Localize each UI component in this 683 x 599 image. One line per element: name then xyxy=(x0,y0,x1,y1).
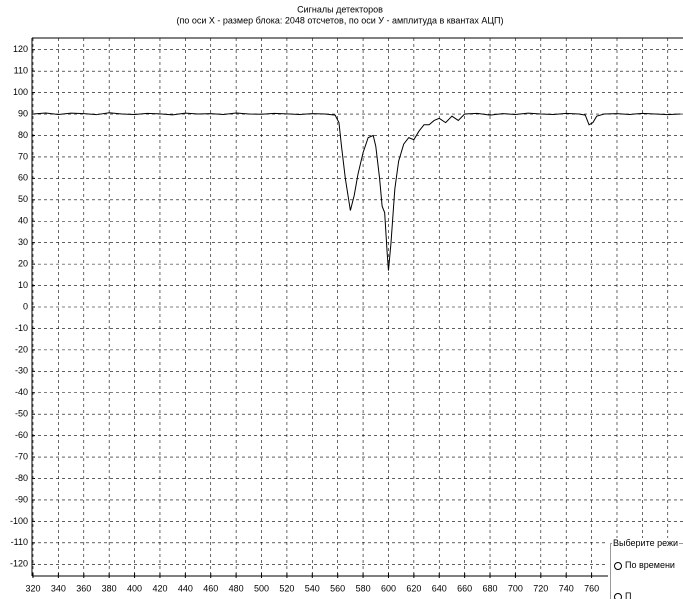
x-tick-label: 720 xyxy=(533,583,548,593)
x-tick-label: 420 xyxy=(152,583,167,593)
y-tick-label: -80 xyxy=(15,473,28,483)
y-tick-label: -100 xyxy=(10,516,28,526)
x-tick-label: 460 xyxy=(203,583,218,593)
y-tick-label: -60 xyxy=(15,430,28,440)
radio-label[interactable]: По времени xyxy=(625,560,675,570)
y-tick-label: 0 xyxy=(23,301,28,311)
x-tick-label: 760 xyxy=(584,583,599,593)
chart-subtitle: (по оси X - размер блока: 2048 отсчетов,… xyxy=(176,15,503,25)
y-tick-label: 60 xyxy=(18,173,28,183)
y-tick-label: -10 xyxy=(15,323,28,333)
x-tick-label: 640 xyxy=(432,583,447,593)
mode-panel: Выберите режи По времени П xyxy=(608,538,683,599)
signal-line xyxy=(32,112,681,271)
x-tick-label: 540 xyxy=(305,583,320,593)
radio-label[interactable]: П xyxy=(625,591,632,599)
x-tick-label: 320 xyxy=(25,583,40,593)
y-tick-label: -110 xyxy=(11,537,28,547)
y-tick-label: 40 xyxy=(18,216,28,226)
x-tick-label: 500 xyxy=(254,583,269,593)
y-tick-label: -40 xyxy=(15,387,28,397)
y-tick-label: 30 xyxy=(18,237,28,247)
x-tick-label: 660 xyxy=(457,583,472,593)
chart-title: Сигналы детекторов xyxy=(297,4,383,14)
y-tick-label: 90 xyxy=(18,108,28,118)
x-tick-label: 360 xyxy=(76,583,91,593)
x-tick-label: 340 xyxy=(51,583,66,593)
y-tick-label: 120 xyxy=(13,44,28,54)
y-tick-label: 20 xyxy=(18,258,28,268)
y-tick-label: -90 xyxy=(15,494,28,504)
group-title: Выберите режи xyxy=(612,538,680,548)
x-tick-label: 700 xyxy=(508,583,523,593)
radio-option[interactable]: П xyxy=(614,591,631,599)
x-tick-label: 620 xyxy=(406,583,421,593)
radio-option[interactable]: По времени xyxy=(614,560,675,570)
x-tick-label: 680 xyxy=(483,583,498,593)
y-tick-label: 50 xyxy=(18,194,28,204)
x-tick-label: 480 xyxy=(229,583,244,593)
y-tick-label: 10 xyxy=(18,280,28,290)
y-tick-label: 70 xyxy=(18,151,28,161)
y-tick-label: -120 xyxy=(10,559,28,569)
x-tick-label: 380 xyxy=(102,583,117,593)
x-tick-label: 580 xyxy=(356,583,371,593)
y-tick-label: -70 xyxy=(15,451,28,461)
y-tick-label: -20 xyxy=(15,344,28,354)
x-tick-label: 520 xyxy=(279,583,294,593)
y-tick-label: 80 xyxy=(18,130,28,140)
y-tick-label: -30 xyxy=(15,366,28,376)
x-tick-label: 400 xyxy=(127,583,142,593)
y-tick-label: -50 xyxy=(15,409,28,419)
y-tick-label: 100 xyxy=(13,87,28,97)
x-tick-label: 740 xyxy=(559,583,574,593)
x-tick-label: 440 xyxy=(178,583,193,593)
x-tick-label: 560 xyxy=(330,583,345,593)
y-tick-label: 110 xyxy=(14,66,28,76)
x-tick-label: 600 xyxy=(381,583,396,593)
